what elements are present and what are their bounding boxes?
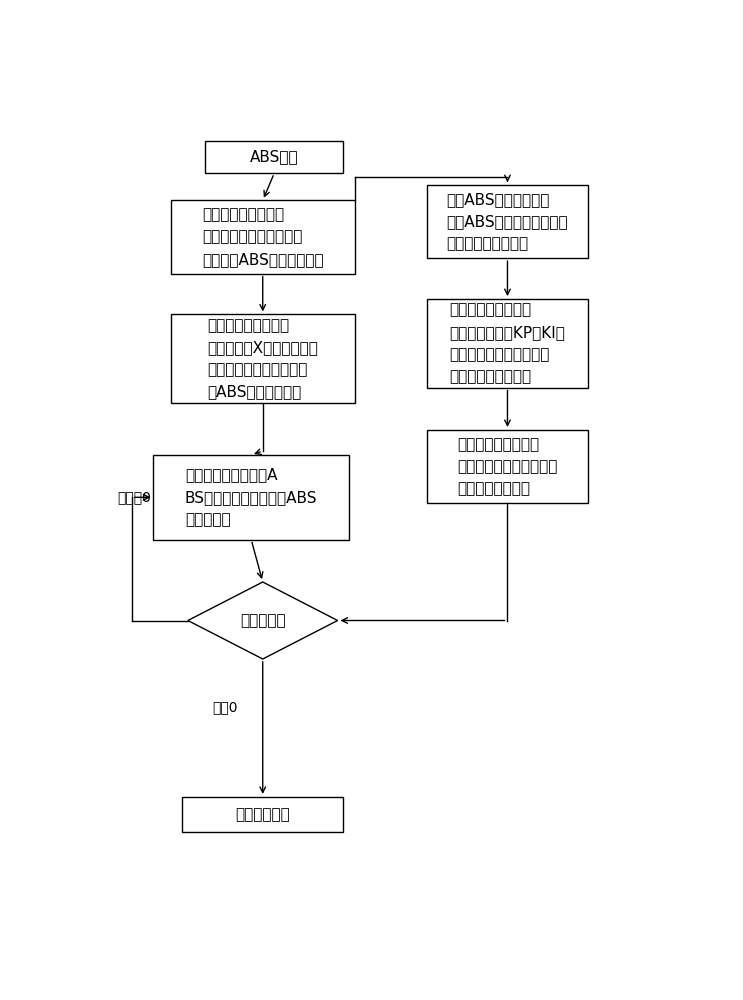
Bar (182, 797, 343, 832)
Bar (205, 141, 343, 173)
Text: 所述当前误差值与上
一次误差值以及KP、KI两
个系数之间的关系，得到
需要调整的管电压；: 所述当前误差值与上 一次误差值以及KP、KI两 个系数之间的关系，得到 需要调整… (450, 303, 565, 384)
Text: 达到目标亮度: 达到目标亮度 (236, 807, 290, 822)
Bar (426, 299, 588, 388)
Text: 以初始管电压与初始
管电流加载X射线机，根据
被检测对象的反馈信息获
得ABS反馈电压值；: 以初始管电压与初始 管电流加载X射线机，根据 被检测对象的反馈信息获 得ABS反… (207, 318, 318, 399)
Polygon shape (188, 582, 337, 659)
Text: 所述ABS目标电压值与
所述ABS反馈电压值的差值
，得出当前误差值；: 所述ABS目标电压值与 所述ABS反馈电压值的差值 ，得出当前误差值； (447, 192, 568, 251)
Bar (171, 200, 355, 274)
Bar (153, 455, 349, 540)
Bar (426, 430, 588, 503)
Text: 所述需要调整的管电
压与当前管电压的和，得
到下一帧管电压；: 所述需要调整的管电 压与当前管电压的和，得 到下一帧管电压； (457, 437, 558, 496)
Text: 等于0: 等于0 (212, 700, 239, 714)
Text: ABS使能: ABS使能 (250, 149, 299, 164)
Bar (171, 314, 355, 403)
Bar (426, 185, 588, 258)
Text: 不等于0: 不等于0 (117, 490, 152, 504)
Text: 调整管电压值至所述A
BS反馈电压值等于所述ABS
目标电压值: 调整管电压值至所述A BS反馈电压值等于所述ABS 目标电压值 (185, 468, 317, 527)
Text: 当前误差值: 当前误差值 (240, 613, 285, 628)
Text: 读取高压发生器中的
初始管电压与初始管电流
，并设定ABS目标电压值；: 读取高压发生器中的 初始管电压与初始管电流 ，并设定ABS目标电压值； (202, 207, 323, 267)
